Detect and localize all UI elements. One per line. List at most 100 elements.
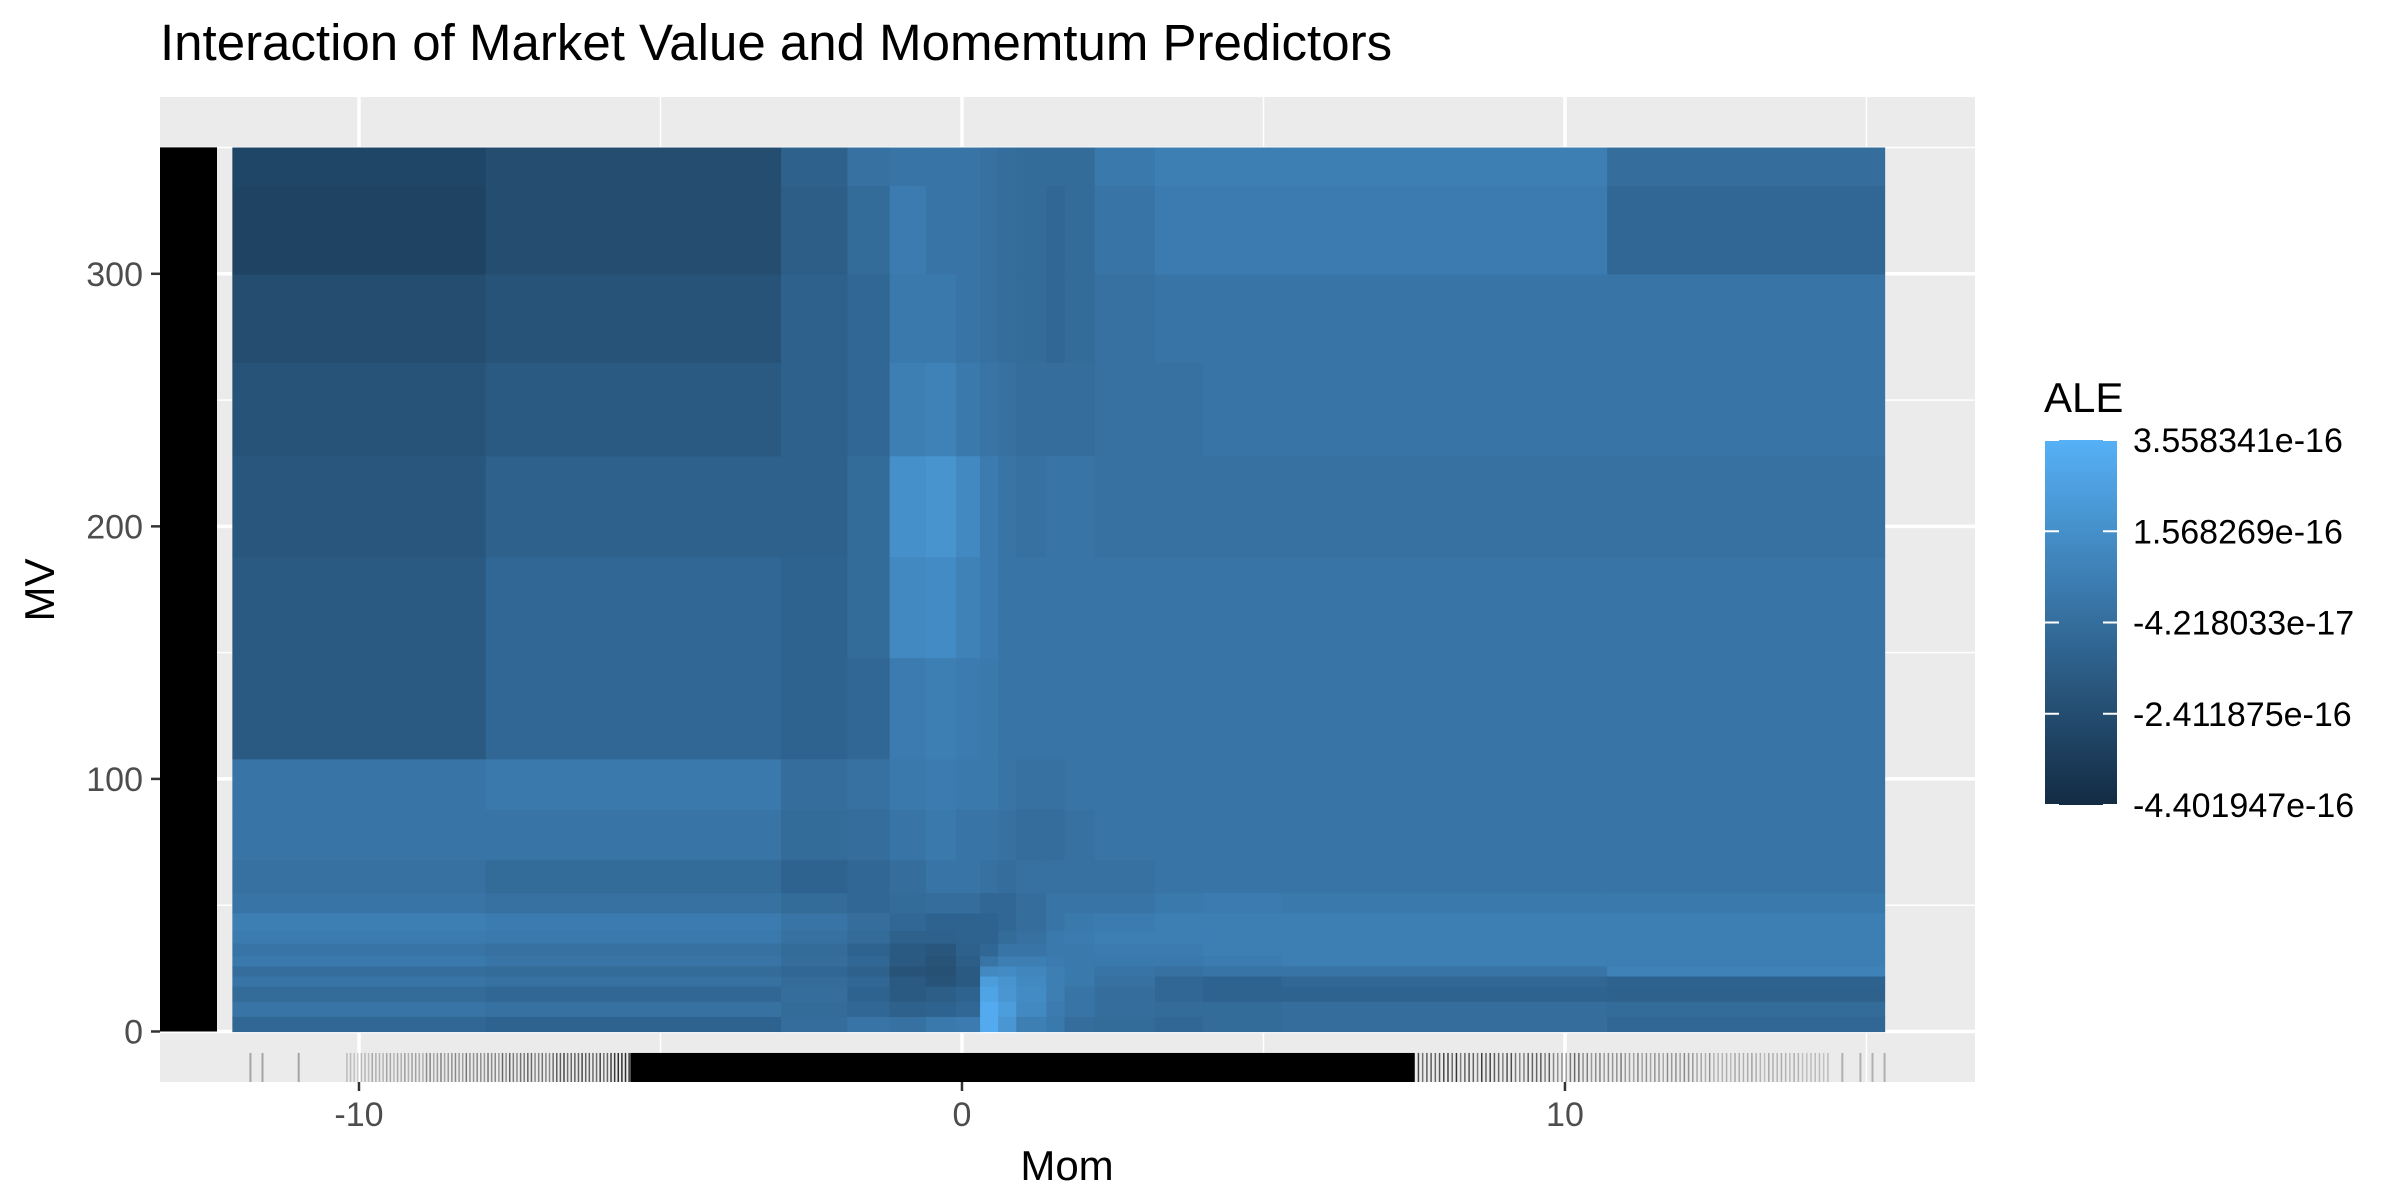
heatmap-tile [889,1001,927,1017]
heatmap-tile [1094,1001,1156,1017]
heatmap-tile [1154,975,1204,987]
heatmap-tile [485,809,782,861]
x-axis-title: Mom [1020,1142,1113,1189]
y-tick-label: 100 [86,761,143,799]
heatmap-tile [1094,1016,1156,1033]
heatmap-tile [980,975,999,987]
heatmap-tile [1016,975,1047,987]
heatmap-tile [485,965,782,977]
heatmap-tile [1203,362,1283,457]
heatmap-tile [955,809,981,861]
heatmap-tile [1607,362,1886,457]
heatmap-tile [485,1016,782,1033]
heatmap-tile [847,657,891,760]
x-tick-label: 0 [953,1096,972,1134]
heatmap-tile [1281,892,1608,914]
heatmap-tile [1154,455,1204,558]
heatmap-tile [925,930,957,944]
heatmap-tile [232,955,487,967]
heatmap-tile [1154,758,1204,810]
heatmap-tile [1203,943,1283,957]
heatmap-tile [1046,986,1066,1002]
heatmap-tile [998,185,1017,275]
heatmap-tile [781,809,849,861]
heatmap-tile [889,975,927,987]
heatmap-tile [998,859,1017,894]
heatmap-tile [1154,930,1204,944]
heatmap-tile [847,986,891,1002]
heatmap-tile [1154,362,1204,457]
heatmap-tile [1607,986,1886,1002]
heatmap-tile [485,986,782,1002]
heatmap-tile [1046,362,1066,457]
heatmap-tile [1046,912,1066,932]
heatmap-tile [1046,965,1066,977]
heatmap-tile [781,362,849,457]
heatmap-tile [925,147,957,186]
heatmap-tile [847,1016,891,1033]
heatmap-tile [847,965,891,977]
heatmap-tile [980,930,999,944]
heatmap-tile [847,912,891,932]
heatmap-tile [980,892,999,914]
heatmap-tile [1607,758,1886,810]
heatmap-tile [1064,1016,1096,1033]
heatmap-tile [998,758,1017,810]
heatmap-tile [232,965,487,977]
heatmap-tile [1281,965,1608,977]
heatmap-tile [781,892,849,914]
heatmap-tile [1094,986,1156,1002]
heatmap-tile [1094,185,1156,275]
heatmap-tile [1016,930,1047,944]
heatmap-tile [1607,912,1886,932]
heatmap-tile [1154,185,1204,275]
heatmap-tile [925,1016,957,1033]
heatmap-tile [485,657,782,760]
heatmap-tile [998,955,1017,967]
heatmap-tile [1046,943,1066,957]
heatmap-tile [232,1001,487,1017]
heatmap-tile [889,965,927,977]
heatmap-tile [1281,943,1608,957]
heatmap-tile [1203,185,1283,275]
heatmap-tile [1094,455,1156,558]
heatmap-tile [889,556,927,659]
heatmap-tile [1064,943,1096,957]
heatmap-tile [1154,809,1204,861]
heatmap-tile [1046,556,1066,659]
heatmap-tile [781,1016,849,1033]
heatmap-tile [1094,912,1156,932]
heatmap-tile [1046,809,1066,861]
heatmap-tile [980,362,999,457]
heatmap-tile [1094,975,1156,987]
heatmap-tile [998,657,1017,760]
heatmap-tile [1281,986,1608,1002]
heatmap-tile [1046,185,1066,275]
heatmap-tile [955,859,981,894]
heatmap-tile [1154,273,1204,363]
heatmap-tile [1281,955,1608,967]
heatmap-tile [1607,892,1886,914]
heatmap-tile [1016,1001,1047,1017]
heatmap-tile [1607,809,1886,861]
heatmap-tile [980,986,999,1002]
heatmap-tile [1203,986,1283,1002]
heatmap-tile [485,185,782,275]
heatmap-tile [1016,912,1047,932]
heatmap-tile [980,912,999,932]
legend-label: -4.218033e-17 [2133,605,2354,643]
heatmap-tile [1064,147,1096,186]
heatmap-tile [232,809,487,861]
heatmap-tile [1064,1001,1096,1017]
heatmap-tile [925,657,957,760]
heatmap-tile [925,859,957,894]
heatmap-tile [232,986,487,1002]
heatmap-tile [1016,943,1047,957]
heatmap-tile [232,147,487,186]
heatmap-tile [1016,955,1047,967]
heatmap-tile [1016,809,1047,861]
heatmap-tiles [232,147,1886,1033]
heatmap-tile [781,147,849,186]
heatmap-tile [1607,185,1886,275]
